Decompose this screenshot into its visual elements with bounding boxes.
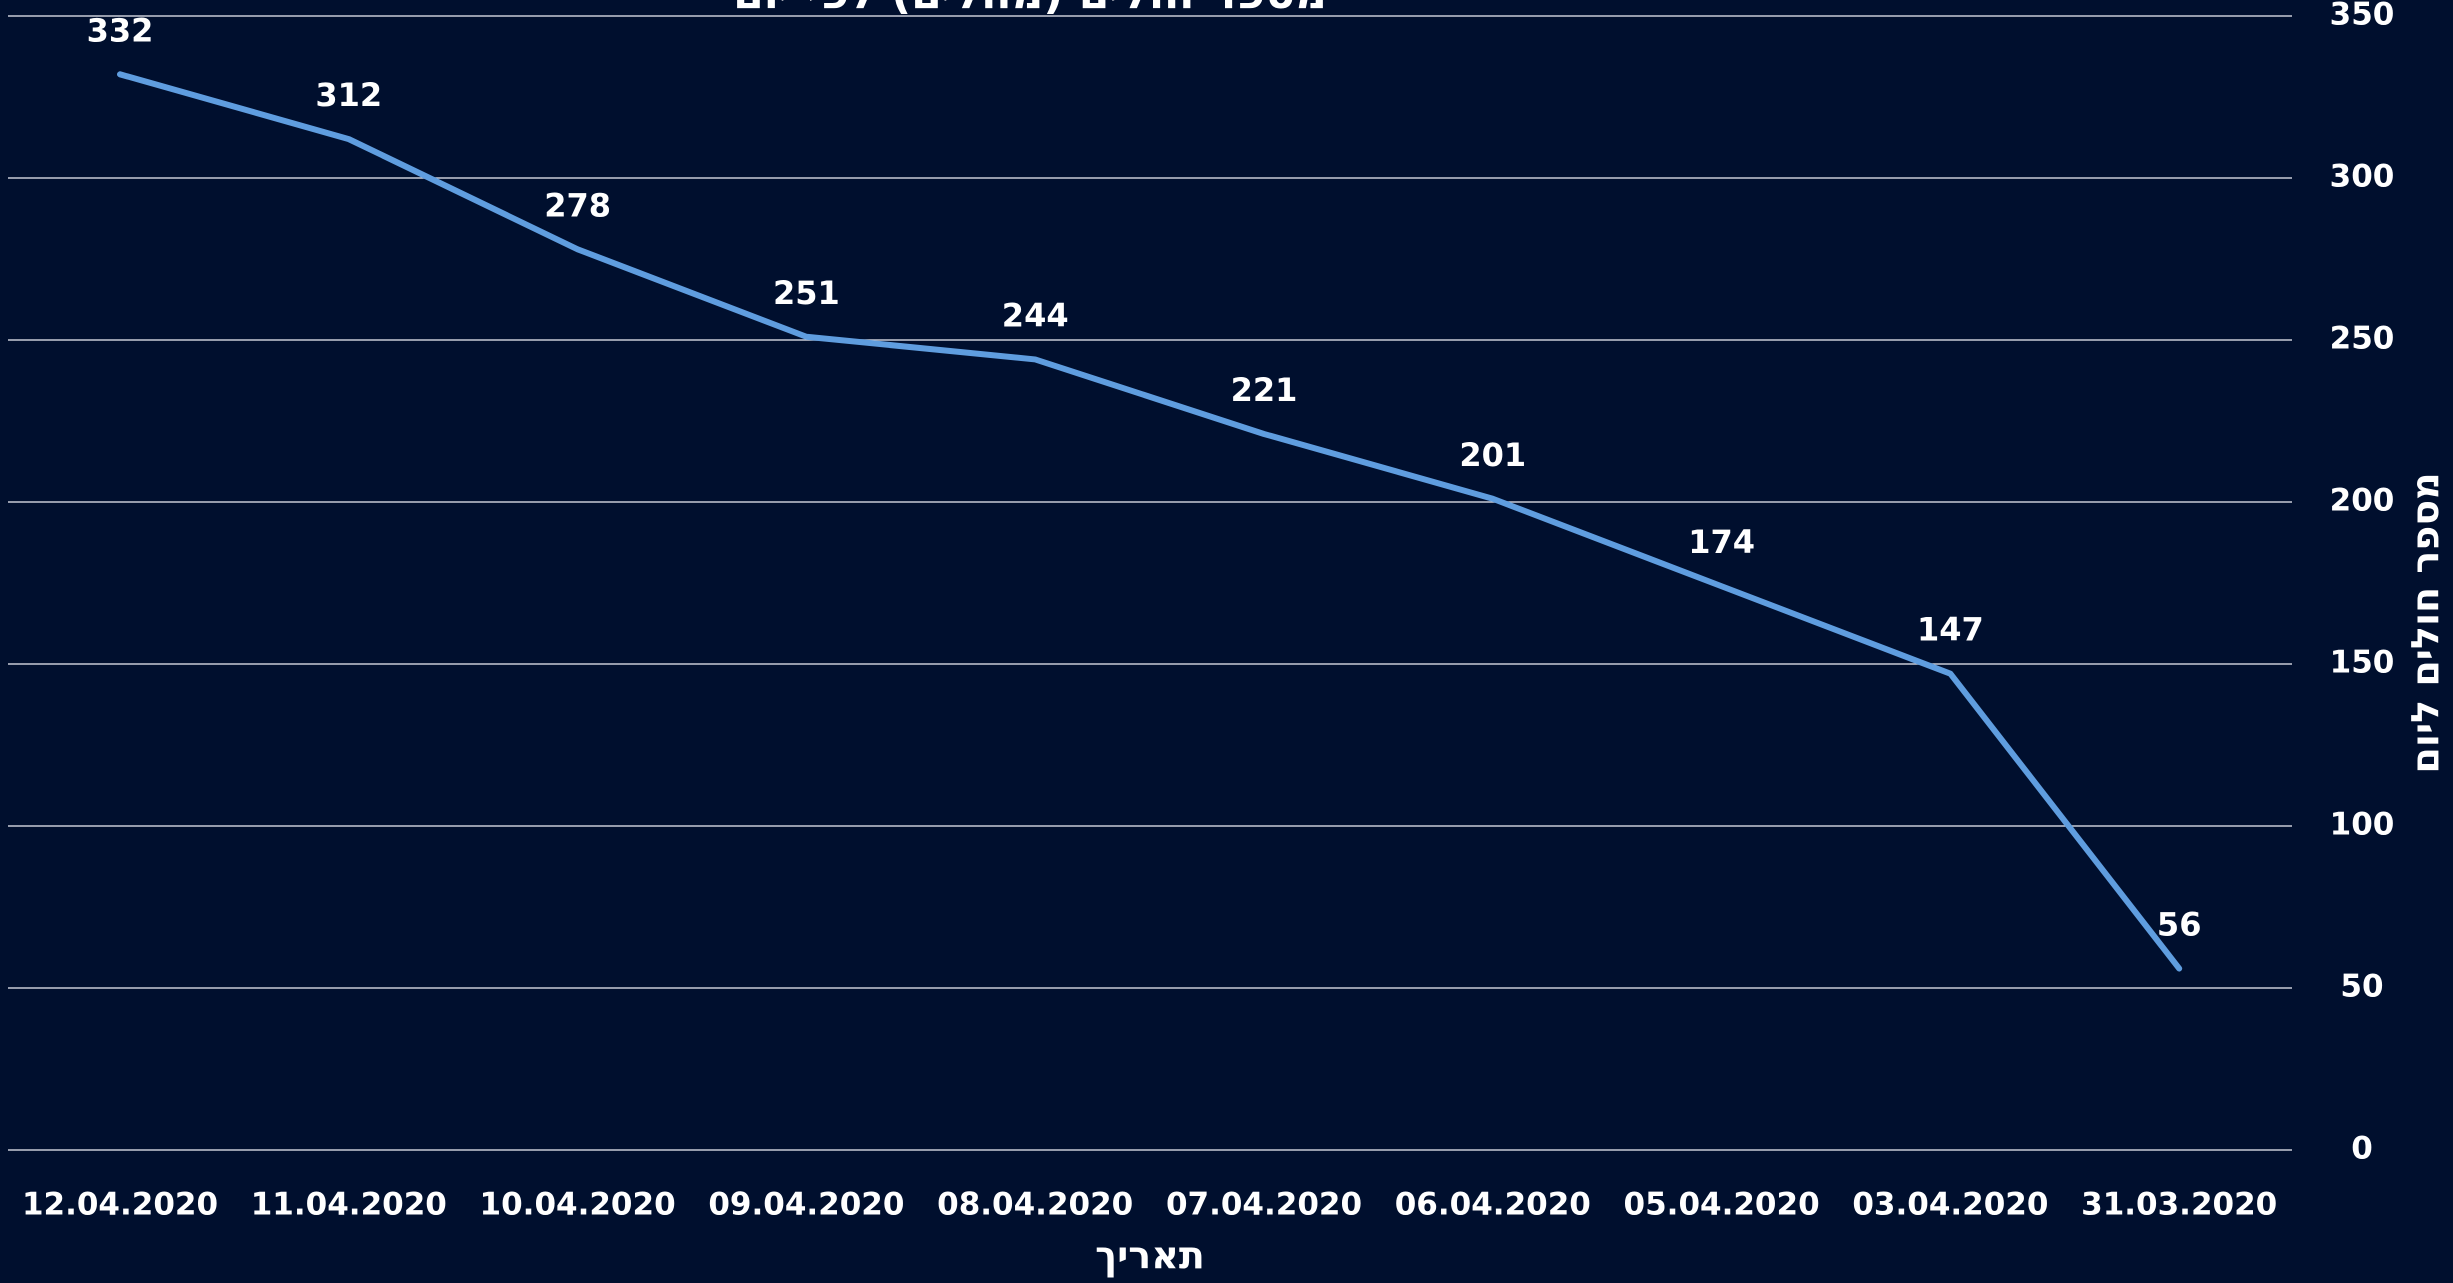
data-label: 278 [544, 186, 611, 224]
x-tick-label: 11.04.2020 [251, 1187, 447, 1223]
chart-title: מספר חולים (מחלים) לפי יום [733, 0, 1327, 19]
data-label: 56 [2157, 906, 2202, 944]
x-tick-label: 03.04.2020 [1852, 1187, 2048, 1223]
data-label: 312 [315, 76, 382, 114]
y-tick-label: 0 [2351, 1131, 2373, 1167]
data-label: 251 [773, 274, 840, 312]
y-tick-label: 350 [2330, 0, 2395, 33]
y-tick-label: 100 [2330, 807, 2395, 843]
data-label: 221 [1231, 371, 1298, 409]
data-label: 244 [1002, 296, 1069, 334]
x-axis-label: תאריך [1095, 1234, 1205, 1278]
x-tick-label: 08.04.2020 [937, 1187, 1133, 1223]
x-tick-label: 05.04.2020 [1624, 1187, 1820, 1223]
y-tick-label: 300 [2330, 159, 2395, 195]
x-tick-label: 31.03.2020 [2081, 1187, 2277, 1223]
data-label: 201 [1459, 436, 1526, 474]
y-tick-label: 250 [2330, 321, 2395, 357]
data-label: 174 [1688, 523, 1755, 561]
x-tick-label: 06.04.2020 [1395, 1187, 1591, 1223]
x-tick-label: 07.04.2020 [1166, 1187, 1362, 1223]
y-tick-label: 150 [2330, 645, 2395, 681]
x-tick-label: 10.04.2020 [480, 1187, 676, 1223]
y-tick-label: 50 [2340, 969, 2383, 1005]
data-label: 332 [87, 11, 154, 49]
y-axis-label: מספר חולים ליום [2404, 472, 2448, 773]
x-tick-label: 09.04.2020 [708, 1187, 904, 1223]
y-tick-label: 200 [2330, 483, 2395, 519]
x-tick-label: 12.04.2020 [22, 1187, 218, 1223]
data-line [117, 71, 2183, 972]
data-label: 147 [1917, 611, 1984, 649]
